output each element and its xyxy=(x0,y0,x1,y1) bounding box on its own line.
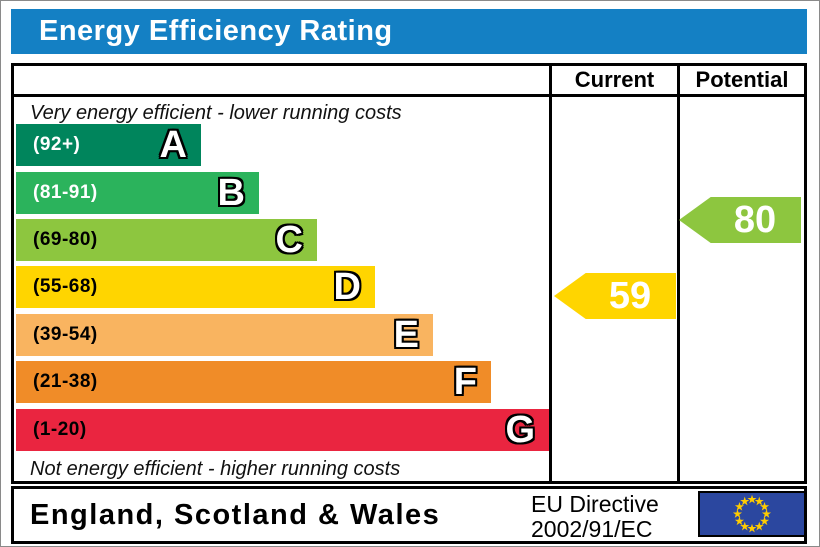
band-letter: E xyxy=(393,314,419,356)
eu-star xyxy=(732,509,743,518)
column-divider-current xyxy=(549,66,552,481)
column-divider-potential xyxy=(677,66,680,481)
band-letter: B xyxy=(217,172,245,214)
rating-band: (92+) A xyxy=(16,124,201,166)
band-letter: D xyxy=(333,266,361,308)
title-bar: Energy Efficiency Rating xyxy=(11,9,807,54)
current-column-header: Current xyxy=(574,67,655,92)
band-range-label: (55-68) xyxy=(33,276,98,297)
rating-band: (21-38) F xyxy=(16,361,491,403)
eu-flag-icon xyxy=(698,491,806,537)
rating-band: (81-91) B xyxy=(16,172,259,214)
eu-star xyxy=(747,494,757,504)
eu-star xyxy=(759,501,770,511)
band-range-label: (81-91) xyxy=(33,182,98,203)
top-note: Very energy efficient - lower running co… xyxy=(30,102,402,124)
band-range-label: (21-38) xyxy=(33,371,98,392)
rating-band: (55-68) D xyxy=(16,266,375,308)
band-range-label: (69-80) xyxy=(33,229,98,250)
eu-directive-line1: EU Directive xyxy=(531,491,659,517)
epc-table: Current Potential Very energy efficient … xyxy=(11,63,807,484)
page-title: Energy Efficiency Rating xyxy=(39,15,393,47)
potential-column-header: Potential xyxy=(695,67,789,92)
eu-star xyxy=(761,509,772,518)
band-range-label: (39-54) xyxy=(33,324,98,345)
rating-band: (69-80) C xyxy=(16,219,317,261)
current-rating-value: 59 xyxy=(608,275,652,317)
band-letter: F xyxy=(453,361,477,403)
bottom-note: Not energy efficient - higher running co… xyxy=(30,458,401,480)
band-letter: G xyxy=(505,409,535,451)
band-letter: C xyxy=(275,219,303,261)
band-range-label: (92+) xyxy=(33,134,81,155)
band-range-label: (1-20) xyxy=(33,419,87,440)
eu-star xyxy=(754,521,764,531)
eu-star xyxy=(734,501,745,511)
footer-bar: England, Scotland & Wales EU Directive 2… xyxy=(11,486,807,544)
rating-band: (39-54) E xyxy=(16,314,433,356)
eu-directive-label: EU Directive 2002/91/EC xyxy=(531,492,659,542)
potential-rating-arrow: 80 xyxy=(679,197,801,243)
rating-band: (1-20) G xyxy=(16,409,549,451)
eu-star xyxy=(759,516,770,526)
region-label: England, Scotland & Wales xyxy=(30,499,441,531)
eu-star xyxy=(740,521,750,531)
current-rating-arrow: 59 xyxy=(554,273,676,319)
potential-rating-value: 80 xyxy=(733,199,777,241)
eu-directive-line2: 2002/91/EC xyxy=(531,516,653,542)
eu-star xyxy=(734,516,745,526)
eu-star xyxy=(740,496,750,506)
eu-star xyxy=(754,496,764,506)
header-separator xyxy=(14,94,804,97)
eu-star xyxy=(747,523,757,533)
band-letter: A xyxy=(159,124,187,166)
